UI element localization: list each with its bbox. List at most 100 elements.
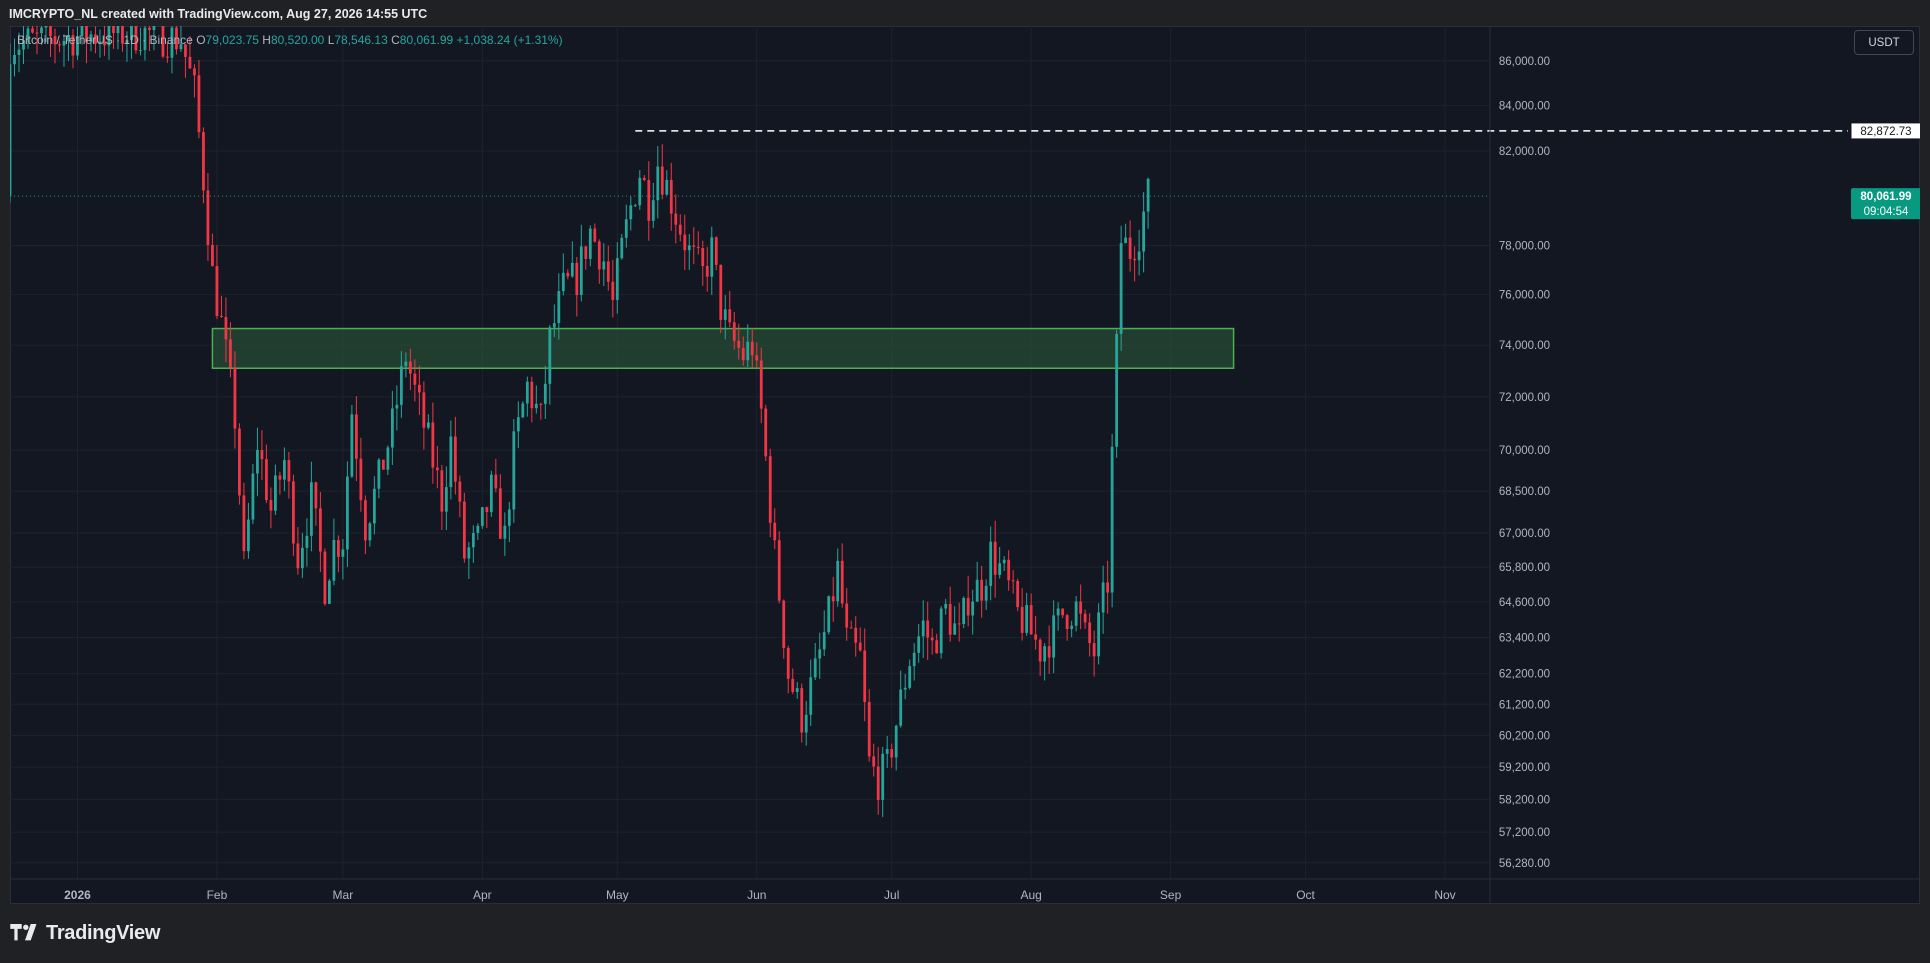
candle-body [885, 748, 889, 754]
candle-body [755, 355, 759, 361]
candle-body [471, 532, 475, 548]
tradingview-logo[interactable]: TradingView [10, 920, 160, 946]
x-tick-label: 2026 [64, 888, 91, 902]
y-tick-label: 59,200.00 [1499, 762, 1550, 774]
candle-body [525, 381, 529, 404]
candle-body [1146, 178, 1150, 212]
candle-body [597, 241, 601, 270]
y-tick-label: 57,200.00 [1499, 827, 1550, 839]
y-tick-label: 78,000.00 [1499, 241, 1550, 253]
candle-body [354, 414, 358, 459]
candle-body [984, 585, 988, 601]
candle-body [629, 205, 633, 220]
candle-body [377, 459, 381, 489]
y-tick-label: 84,000.00 [1499, 100, 1550, 112]
candle-body [148, 27, 151, 31]
candle-body [444, 487, 448, 512]
symbol-name[interactable]: Bitcoin / TetherUS · 1D · Binance [17, 33, 193, 47]
candle-body [10, 64, 12, 197]
y-tick-label: 60,200.00 [1499, 730, 1550, 742]
x-tick-label: Jul [884, 888, 899, 902]
candle-body [274, 475, 277, 511]
candle-body [867, 701, 871, 757]
currency-button[interactable]: USDT [1854, 30, 1914, 55]
y-tick-label: 61,200.00 [1499, 699, 1550, 711]
candle-body [345, 476, 349, 550]
candle-body [215, 265, 219, 316]
axes: 86,000.00 84,000.00 82,000.00 78,000.00 76,0… [10, 26, 1920, 904]
candle-body [1142, 211, 1146, 252]
candle-body [386, 447, 390, 470]
candle-body [247, 519, 250, 552]
candle-body [76, 36, 79, 56]
candle-body [872, 756, 876, 767]
candle-body [966, 597, 970, 616]
candle-body [336, 540, 340, 557]
candle-body [881, 753, 885, 800]
tradingview-logo-icon [10, 924, 37, 941]
candle-body [62, 41, 66, 46]
candle-body [1074, 601, 1078, 626]
x-tick-label: Nov [1434, 888, 1455, 902]
candle-body [957, 623, 961, 625]
candle-body [103, 41, 106, 46]
candle-body [570, 262, 574, 277]
candle-body [1110, 446, 1114, 593]
y-tick-label: 58,200.00 [1499, 794, 1550, 806]
last-price-label: 80,061.99 [1860, 191, 1911, 203]
candle-body [786, 647, 790, 679]
price-chart[interactable]: 82,872.73 80,061.99 09:04:54 86,000.00 84,0… [10, 26, 1920, 904]
candle-body [530, 381, 534, 409]
candle-body [633, 205, 637, 207]
chart-frame [10, 26, 1920, 904]
change-value: +1,038.24 (+1.31%) [456, 33, 563, 47]
candle-body [1106, 582, 1110, 593]
candle-body [800, 688, 804, 733]
low-label: L [327, 33, 335, 47]
candle-body [143, 27, 147, 51]
bar-countdown-label: 09:04:54 [1864, 206, 1909, 218]
candle-body [620, 237, 624, 259]
candle-body [836, 560, 840, 602]
candle-body [926, 620, 930, 638]
candle-body [912, 652, 916, 667]
demand-zone-rect [211, 327, 1235, 369]
candle-body [512, 431, 516, 510]
candle-body [516, 417, 520, 432]
candle-body [1065, 615, 1069, 629]
x-tick-label: Oct [1296, 888, 1315, 902]
candle-body [314, 482, 318, 509]
candle-body [71, 35, 75, 56]
y-tick-label: 74,000.00 [1499, 340, 1550, 352]
candle-body [283, 460, 286, 480]
candle-body [184, 44, 187, 57]
candle-body [296, 543, 300, 569]
candle-body [840, 560, 844, 604]
y-tick-label: 62,200.00 [1499, 669, 1550, 681]
candle-body [480, 507, 484, 526]
candle-body [1007, 559, 1011, 581]
x-tick-label: Aug [1020, 888, 1041, 902]
candle-body [687, 245, 691, 251]
candle-body [1043, 646, 1047, 662]
candle-body [822, 632, 826, 650]
y-tick-label: 72,000.00 [1499, 392, 1550, 404]
candle-body [1124, 237, 1128, 244]
candle-body [714, 237, 718, 265]
candle-body [350, 414, 354, 477]
candle-body [485, 507, 489, 513]
candle-body [134, 26, 138, 51]
candle-body [818, 649, 822, 659]
candle-body [462, 501, 466, 559]
candle-body [899, 689, 903, 726]
candle-body [624, 219, 628, 238]
x-tick-label: Mar [333, 888, 354, 902]
candle-body [705, 266, 709, 277]
candle-body [809, 677, 813, 715]
candle-body [1029, 605, 1033, 635]
candle-body [17, 49, 21, 55]
candle-body [381, 459, 385, 470]
resistance-price-tag [1850, 122, 1920, 140]
candle-body [287, 460, 291, 482]
candle-body [233, 367, 237, 429]
